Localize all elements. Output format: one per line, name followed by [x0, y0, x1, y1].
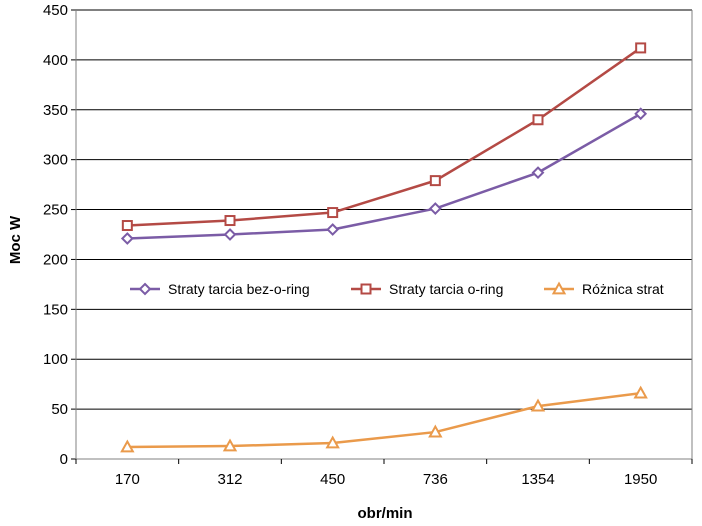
- data-point: [224, 215, 236, 227]
- series: [120, 42, 648, 453]
- axes: [71, 9, 693, 464]
- x-tick-label: 450: [320, 471, 345, 488]
- data-point: [428, 424, 443, 438]
- data-point: [429, 175, 441, 187]
- y-tick-label: 200: [43, 251, 68, 268]
- legend: Straty tarcia bez-o-ring Straty tarcia o-…: [130, 281, 664, 297]
- x-tick-label: 312: [217, 471, 242, 488]
- data-point: [428, 202, 442, 215]
- series-1: [120, 107, 648, 245]
- x-tick-label: 736: [423, 471, 448, 488]
- data-point: [223, 228, 237, 241]
- data-point: [325, 435, 340, 449]
- data-point: [120, 232, 134, 245]
- series-line: [127, 112, 642, 240]
- y-tick-labels: 0 50 100 150 200 250 300 350 400 450: [43, 2, 68, 468]
- data-point: [121, 220, 133, 232]
- y-tick-label: 400: [43, 52, 68, 69]
- y-tick-label: 350: [43, 102, 68, 119]
- legend-marker: [551, 281, 567, 295]
- data-point: [326, 223, 340, 236]
- gridlines: [76, 9, 692, 410]
- data-point: [222, 438, 238, 452]
- y-tick-label: 100: [43, 351, 68, 368]
- x-tick-label: 1950: [624, 471, 657, 488]
- y-axis-title: Moc W: [7, 215, 24, 264]
- series-3: [120, 385, 648, 453]
- data-point: [635, 42, 647, 54]
- x-tick-labels: 170 312 450 736 1354 1950: [115, 471, 658, 488]
- x-tick-label: 1354: [521, 471, 554, 488]
- data-point: [633, 385, 648, 399]
- data-point: [532, 114, 544, 126]
- data-point: [531, 166, 545, 180]
- y-tick-label: 300: [43, 152, 68, 169]
- legend-label: Straty tarcia bez-o-ring: [168, 281, 310, 297]
- data-point: [530, 398, 546, 412]
- legend-marker: [138, 282, 152, 296]
- legend-marker: [360, 283, 372, 295]
- y-tick-label: 50: [51, 401, 68, 418]
- x-tick-label: 170: [115, 471, 140, 488]
- series-line: [127, 391, 641, 449]
- y-tick-label: 250: [43, 202, 68, 219]
- x-axis-title: obr/min: [358, 505, 413, 522]
- y-tick-label: 0: [60, 451, 68, 468]
- legend-entry: Straty tarcia bez-o-ring: [130, 281, 310, 297]
- data-point: [634, 107, 648, 121]
- y-tick-label: 450: [43, 2, 68, 19]
- data-point: [120, 439, 135, 453]
- data-point: [327, 207, 339, 219]
- legend-entry: Straty tarcia o-ring: [351, 281, 503, 297]
- y-tick-label: 150: [43, 301, 68, 318]
- legend-label: Straty tarcia o-ring: [389, 281, 503, 297]
- legend-entry: Różnica strat: [544, 281, 664, 297]
- series-2: [121, 42, 647, 232]
- series-line: [127, 46, 642, 227]
- legend-label: Różnica strat: [582, 281, 664, 297]
